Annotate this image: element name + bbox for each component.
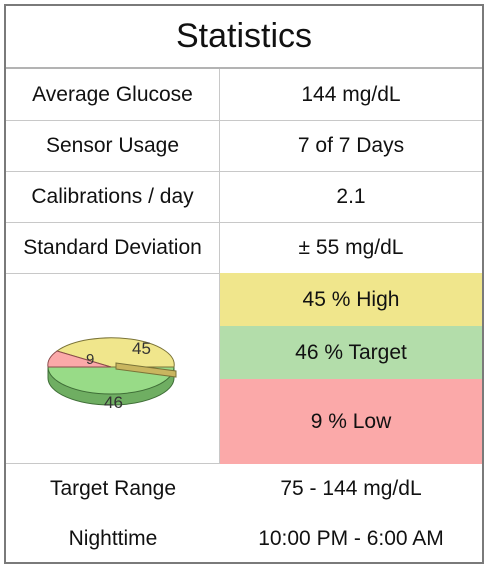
pie-label-high: 45	[132, 339, 151, 358]
average-glucose-label: Average Glucose	[6, 69, 220, 120]
target-band: 46 % Target	[220, 326, 482, 379]
glucose-pie-chart: 45 46 9	[47, 337, 177, 412]
nighttime-value: 10:00 PM - 6:00 AM	[258, 527, 444, 550]
calibrations-value: 2.1	[336, 184, 366, 208]
glucose-pie-cell: 45 46 9	[6, 273, 220, 464]
standard-deviation-value: ± 55 mg/dL	[298, 235, 404, 259]
standard-deviation-label: Standard Deviation	[6, 222, 220, 273]
low-band: 9 % Low	[220, 379, 482, 464]
calibrations-row: Calibrations / day 2.1	[6, 171, 482, 223]
high-band: 45 % High	[220, 273, 482, 326]
pie-edge	[115, 362, 177, 378]
pie-slice-low	[47, 350, 112, 368]
nighttime-label: Nighttime	[68, 527, 158, 550]
target-range-label: Target Range	[49, 477, 177, 500]
statistics-panel: Statistics Average Glucose 144 mg/dL Sen…	[4, 4, 484, 564]
average-glucose-value: 144 mg/dL	[301, 82, 401, 106]
nighttime-row: Nighttime 10:00 PM - 6:00 AM	[6, 514, 482, 564]
pie-slice-high	[55, 337, 175, 368]
sensor-usage-label: Sensor Usage	[6, 120, 220, 171]
panel-title: Statistics	[6, 6, 482, 69]
calibrations-label: Calibrations / day	[6, 171, 220, 222]
pie-label-low: 9	[86, 351, 94, 368]
target-range-value: 75 - 144 mg/dL	[280, 477, 422, 500]
average-glucose-row: Average Glucose 144 mg/dL	[6, 69, 482, 121]
target-range-row: Target Range 75 - 144 mg/dL	[6, 464, 482, 514]
pie-label-target: 46	[104, 393, 123, 412]
pie-slice-target	[47, 366, 175, 395]
standard-deviation-row: Standard Deviation ± 55 mg/dL	[6, 222, 482, 274]
sensor-usage-value: 7 of 7 Days	[297, 133, 405, 157]
sensor-usage-row: Sensor Usage 7 of 7 Days	[6, 120, 482, 172]
